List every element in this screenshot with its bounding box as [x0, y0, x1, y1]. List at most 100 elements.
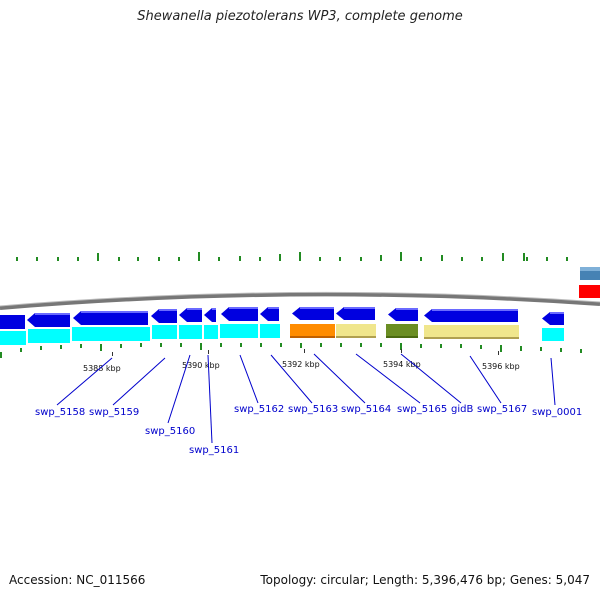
- gc-tick: [400, 252, 402, 261]
- gc-tick: [526, 257, 528, 261]
- feature-block: [424, 325, 519, 338]
- gc-tick: [240, 343, 242, 347]
- gc-tick: [57, 257, 59, 261]
- gene-arrow: [73, 311, 148, 325]
- gc-tick: [441, 255, 443, 261]
- gene-label-swp-5164[interactable]: swp_5164: [341, 404, 391, 415]
- gene-arrow: [204, 308, 216, 322]
- feature-block: [28, 329, 70, 343]
- tick-label: 5396 kbp: [482, 362, 520, 371]
- gc-tick: [566, 257, 568, 261]
- gene-arrow: [260, 307, 279, 321]
- gc-tick: [380, 343, 382, 347]
- gc-tick: [120, 344, 122, 348]
- feature-shadow: [386, 336, 418, 338]
- tick-label: 5390 kbp: [182, 361, 220, 370]
- gene-arrow: [336, 307, 375, 320]
- feature-block: [204, 325, 218, 339]
- kbp-tick-mark: [208, 350, 209, 354]
- gene-label-swp-5167[interactable]: swp_5167: [477, 404, 527, 415]
- gc-tick: [100, 344, 102, 351]
- gc-tick: [340, 343, 342, 347]
- gc-tick: [400, 343, 402, 350]
- gc-tick: [480, 345, 482, 349]
- gc-tick: [300, 343, 302, 348]
- gc-tick: [220, 343, 222, 347]
- kbp-tick-mark: [498, 351, 499, 355]
- feature-block: [179, 325, 202, 339]
- genome-backbone: [0, 292, 600, 310]
- gc-tick: [580, 349, 582, 353]
- gene-label-swp-5161[interactable]: swp_5161: [189, 445, 239, 456]
- feature-block: [386, 324, 418, 337]
- gc-tick: [360, 257, 362, 261]
- kbp-ticks: 5388 kbp 5390 kbp 5392 kbp 5394 kbp 5396…: [83, 360, 520, 373]
- feature-shadow: [336, 336, 376, 338]
- kbp-tick-mark: [112, 352, 113, 356]
- gc-tick: [299, 252, 301, 261]
- gc-tick: [560, 348, 562, 352]
- gc-tick: [180, 343, 182, 347]
- gene-arrow: [424, 309, 518, 322]
- gc-tick: [546, 257, 548, 261]
- gene-label-swp-5159[interactable]: swp_5159: [89, 407, 139, 418]
- feature-block: [72, 327, 150, 341]
- gc-tick: [200, 343, 202, 350]
- gene-label-swp-5163[interactable]: swp_5163: [288, 404, 338, 415]
- gene-label-swp-5162[interactable]: swp_5162: [234, 404, 284, 415]
- gc-tick: [440, 344, 442, 348]
- gc-tick: [339, 257, 341, 261]
- gc-tick: [40, 346, 42, 350]
- gc-tick: [279, 254, 281, 261]
- gc-tick: [158, 257, 160, 261]
- gc-tick: [80, 344, 82, 348]
- gc-tick: [380, 255, 382, 261]
- feature-shadow: [424, 337, 519, 339]
- accession-text: Accession: NC_011566: [9, 573, 146, 587]
- gene-label-swp-0001[interactable]: swp_0001: [532, 407, 582, 418]
- gc-tick: [137, 257, 139, 261]
- gc-tick: [77, 257, 79, 261]
- gc-tick: [461, 257, 463, 261]
- gc-skew-ticks-top: [16, 252, 568, 261]
- gc-tick: [36, 257, 38, 261]
- gc-tick: [239, 256, 241, 261]
- kbp-tick-mark: [304, 349, 305, 353]
- feature-block: [152, 325, 177, 339]
- gc-tick: [160, 343, 162, 347]
- gc-tick: [97, 253, 99, 261]
- gc-tick: [198, 252, 200, 261]
- feature-block: [260, 324, 280, 338]
- reverse-strand-features: [0, 324, 564, 345]
- feature-block: [0, 331, 26, 345]
- feature-shadow: [290, 336, 335, 338]
- gene-label-leaders: [56, 353, 556, 444]
- feature-block: [542, 328, 564, 341]
- gc-tick: [0, 352, 2, 358]
- gene-label-swp-5165[interactable]: swp_5165: [397, 404, 447, 415]
- gc-tick: [523, 253, 525, 261]
- gene-arrow: [27, 313, 70, 327]
- gc-tick: [420, 257, 422, 261]
- gene-arrow: [151, 309, 177, 323]
- feature-block: [336, 324, 376, 337]
- gc-tick: [178, 257, 180, 261]
- gene-label-gidb[interactable]: gidB: [451, 404, 473, 415]
- tick-label: 5392 kbp: [282, 360, 320, 369]
- gene-arrow: [292, 307, 334, 320]
- gc-tick: [520, 346, 522, 351]
- gene-label-swp-5160[interactable]: swp_5160: [145, 426, 195, 437]
- tick-label: 5388 kbp: [83, 364, 121, 373]
- kbp-tick-mark: [401, 349, 402, 353]
- feature-block: [290, 324, 335, 337]
- gc-tick: [420, 344, 422, 348]
- map-title: Shewanella piezotolerans WP3, complete g…: [137, 9, 463, 24]
- gc-tick: [481, 257, 483, 261]
- gc-tick: [16, 257, 18, 261]
- gc-tick: [500, 345, 502, 352]
- gc-tick: [460, 344, 462, 348]
- gene-label-swp-5158[interactable]: swp_5158: [35, 407, 85, 418]
- edge-feature-red[interactable]: [579, 285, 600, 298]
- gene-arrow: [542, 312, 564, 325]
